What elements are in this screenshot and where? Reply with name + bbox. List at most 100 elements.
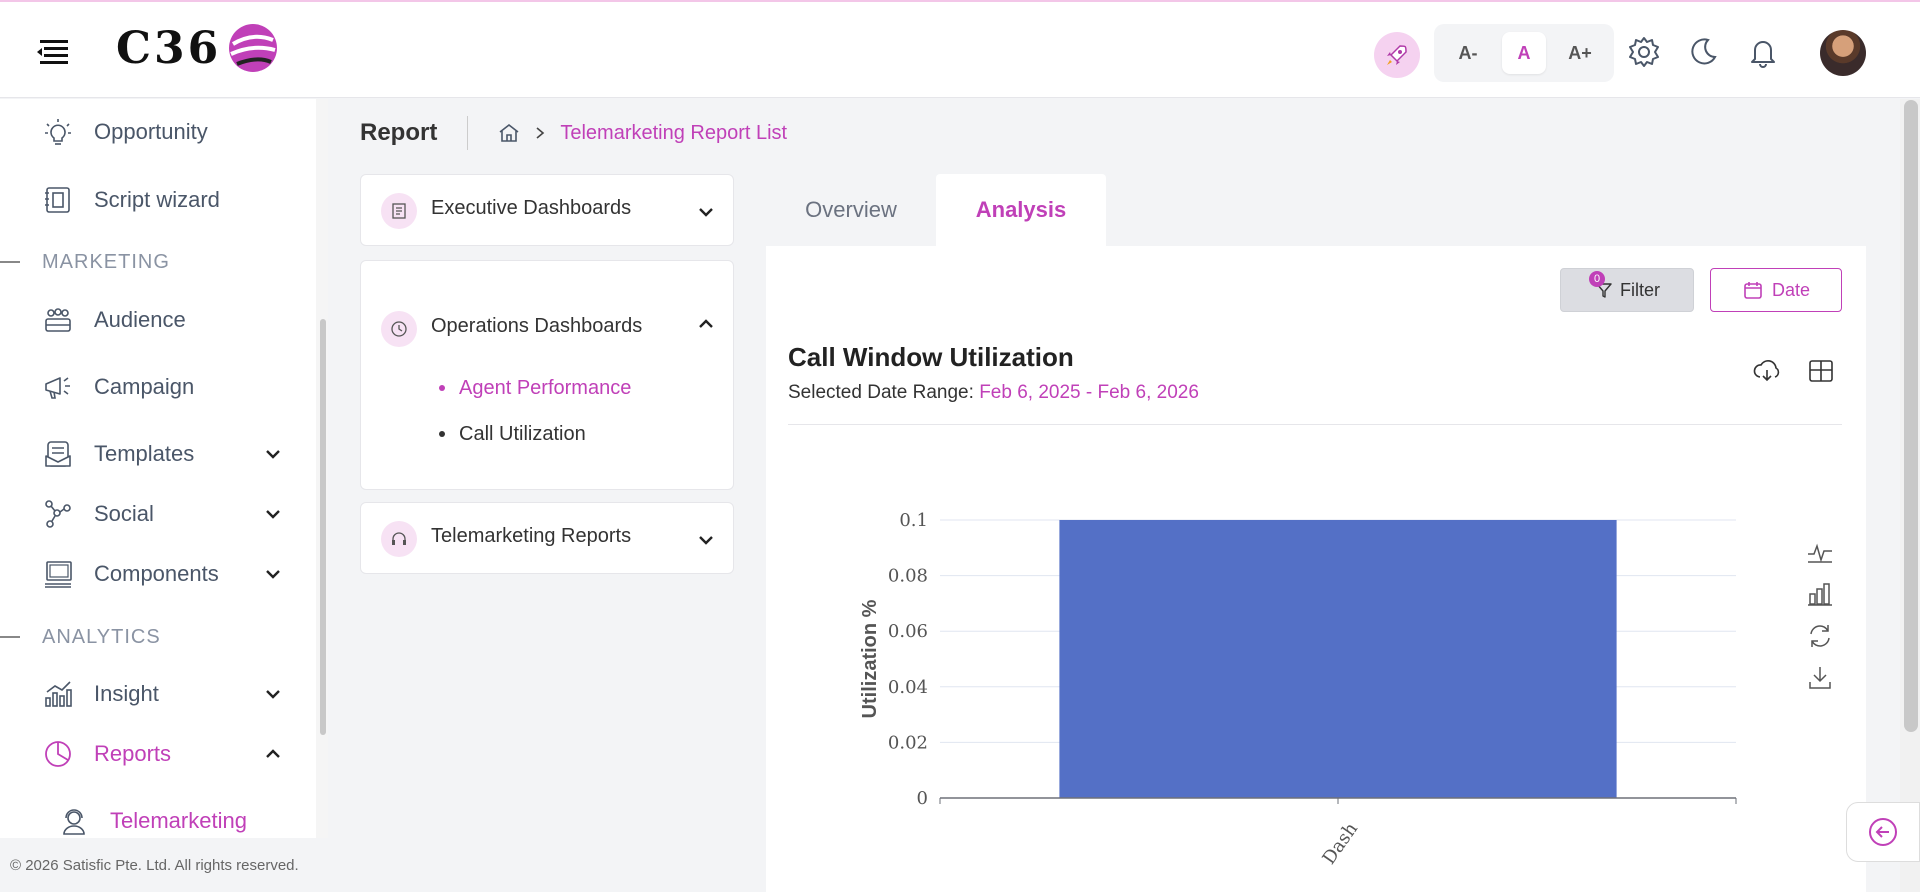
date-range-label: Selected Date Range: bbox=[788, 382, 980, 403]
chevron-up-icon[interactable] bbox=[262, 743, 284, 765]
sidebar-item-social[interactable]: Social bbox=[0, 490, 316, 538]
y-tick-label: 0.04 bbox=[888, 677, 928, 698]
refresh-icon[interactable] bbox=[1806, 622, 1834, 650]
accordion-header[interactable]: Executive Dashboards bbox=[361, 175, 733, 245]
user-avatar[interactable] bbox=[1820, 30, 1866, 76]
sidebar-item-label: Telemarketing bbox=[110, 808, 247, 833]
copyright-footer: © 2026 Satisfic Pte. Ltd. All rights res… bbox=[0, 838, 328, 892]
sidebar-subitem-telemarketing[interactable]: Telemarketing bbox=[0, 799, 316, 843]
sidebar-item-label: Social bbox=[94, 501, 154, 526]
dark-mode-moon-icon[interactable] bbox=[1686, 35, 1720, 69]
chevron-up-icon[interactable] bbox=[697, 315, 715, 333]
home-icon[interactable] bbox=[498, 122, 520, 144]
chevron-down-icon[interactable] bbox=[262, 683, 284, 705]
chevron-down-icon[interactable] bbox=[262, 443, 284, 465]
date-range-value: Feb 6, 2025 - Feb 6, 2026 bbox=[979, 382, 1199, 403]
bar-chart: 0 0.02 0.04 0.06 0.08 0.1 Dash Utilization % bbox=[859, 510, 1737, 869]
chevron-down-icon[interactable] bbox=[262, 563, 284, 585]
section-label: MARKETING bbox=[42, 250, 170, 273]
section-label: ANALYTICS bbox=[42, 625, 161, 648]
sidebar-item-reports[interactable]: Reports bbox=[0, 730, 316, 778]
rocket-icon bbox=[1387, 45, 1407, 65]
sidebar-item-insight[interactable]: Insight bbox=[0, 670, 316, 718]
list-item-agent-performance[interactable]: Agent Performance bbox=[437, 365, 631, 411]
sidebar-item-audience[interactable]: Audience bbox=[0, 296, 316, 344]
bar bbox=[1059, 520, 1617, 798]
accordion-title: Executive Dashboards bbox=[431, 197, 632, 219]
sidebar-item-label: Opportunity bbox=[94, 119, 208, 144]
date-range: Selected Date Range: Feb 6, 2025 - Feb 6… bbox=[788, 382, 1199, 404]
accordion-title: Telemarketing Reports bbox=[431, 525, 632, 547]
settings-gear-icon[interactable] bbox=[1627, 35, 1661, 69]
y-tick-label: 0.1 bbox=[899, 510, 928, 531]
y-tick-label: 0 bbox=[917, 788, 928, 809]
sidebar-item-opportunity[interactable]: Opportunity bbox=[0, 108, 316, 156]
breadcrumb-divider bbox=[467, 116, 469, 150]
x-tick-label: Dash bbox=[1319, 818, 1363, 868]
bar-chart-toggle-icon[interactable] bbox=[1806, 580, 1834, 608]
filter-icon bbox=[1596, 283, 1612, 298]
chevron-down-icon[interactable] bbox=[697, 531, 715, 549]
clock-icon bbox=[381, 311, 417, 347]
accordion-header[interactable]: Telemarketing Reports bbox=[361, 503, 733, 573]
accordion-telemarketing: Telemarketing Reports bbox=[360, 502, 734, 574]
sidebar-item-script-wizard[interactable]: Script wizard bbox=[0, 176, 316, 224]
sidebar-item-label: Components bbox=[94, 561, 219, 586]
components-icon bbox=[45, 561, 72, 588]
headset-agent-icon bbox=[63, 809, 85, 835]
menu-toggle-icon[interactable] bbox=[36, 38, 70, 66]
pie-chart-icon bbox=[45, 741, 71, 767]
sidebar-item-label: Templates bbox=[94, 441, 195, 466]
calendar-icon bbox=[1744, 282, 1762, 299]
sidebar-item-templates[interactable]: Templates bbox=[0, 430, 316, 478]
section-divider bbox=[0, 636, 20, 638]
insight-icon bbox=[45, 681, 72, 707]
list-item-call-utilization[interactable]: Call Utilization bbox=[437, 411, 631, 457]
sidebar-item-label: Campaign bbox=[94, 374, 195, 399]
y-axis-label: Utilization % bbox=[859, 599, 881, 718]
font-size-group: A- A A+ bbox=[1434, 24, 1614, 82]
sidebar-item-label: Script wizard bbox=[94, 187, 220, 212]
notification-bell-icon[interactable] bbox=[1746, 35, 1780, 69]
chevron-right-icon bbox=[536, 127, 545, 139]
breadcrumb-link[interactable]: Telemarketing Report List bbox=[560, 121, 788, 144]
date-label: Date bbox=[1771, 279, 1811, 300]
font-increase-button[interactable]: A+ bbox=[1568, 42, 1592, 63]
rocket-button[interactable] bbox=[1374, 32, 1420, 78]
font-decrease-button[interactable]: A- bbox=[1458, 42, 1478, 63]
sidebar-item-label: Insight bbox=[94, 681, 159, 706]
main-scroll-thumb[interactable] bbox=[1904, 100, 1918, 732]
template-icon bbox=[45, 441, 71, 467]
sidebar-item-campaign[interactable]: Campaign bbox=[0, 363, 316, 411]
table-view-icon[interactable] bbox=[1806, 356, 1836, 386]
sidebar-item-components[interactable]: Components bbox=[0, 550, 316, 598]
accordion-header[interactable]: Operations Dashboards bbox=[361, 293, 733, 363]
chevron-down-icon[interactable] bbox=[697, 203, 715, 221]
font-normal-button[interactable]: A bbox=[1502, 32, 1546, 74]
logo[interactable]: C36 bbox=[116, 20, 279, 76]
cloud-download-icon[interactable] bbox=[1752, 356, 1782, 386]
card-divider bbox=[788, 424, 1842, 425]
page-title: Report bbox=[360, 119, 438, 146]
headphones-icon bbox=[381, 521, 417, 557]
accordion-list: Agent Performance Call Utilization bbox=[437, 365, 631, 457]
sidebar-item-label: Reports bbox=[94, 741, 172, 766]
y-tick-label: 0.08 bbox=[888, 566, 928, 587]
line-chart-toggle-icon[interactable] bbox=[1806, 538, 1834, 566]
tab-analysis[interactable]: Analysis bbox=[936, 174, 1106, 246]
sidebar-scroll-thumb[interactable] bbox=[320, 319, 326, 735]
dashboard-doc-icon bbox=[381, 193, 417, 229]
filter-button[interactable]: 0 Filter bbox=[1560, 268, 1694, 312]
tab-overview[interactable]: Overview bbox=[805, 197, 897, 222]
chart-card: 0 Filter Date Call Window Utilization Se… bbox=[766, 246, 1866, 892]
back-button[interactable] bbox=[1846, 802, 1920, 862]
lightbulb-icon bbox=[45, 119, 71, 145]
top-header: C36 A- A A+ bbox=[0, 0, 1920, 98]
breadcrumb: Report Telemarketing Report List bbox=[360, 112, 787, 154]
chevron-down-icon[interactable] bbox=[262, 503, 284, 525]
date-button[interactable]: Date bbox=[1710, 268, 1842, 312]
chart-title: Call Window Utilization bbox=[788, 342, 1074, 372]
save-image-icon[interactable] bbox=[1806, 664, 1834, 692]
tab-bar: Overview Analysis bbox=[766, 174, 1106, 246]
megaphone-icon bbox=[45, 377, 70, 399]
